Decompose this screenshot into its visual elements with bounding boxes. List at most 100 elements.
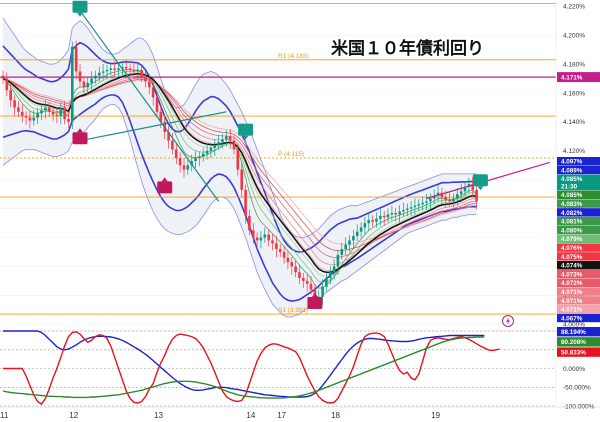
candle-body (44, 107, 47, 111)
candle-body (367, 220, 370, 224)
candle-body (325, 278, 328, 287)
candle-body (275, 243, 278, 250)
value-tag (557, 208, 600, 217)
trend-line (79, 10, 220, 202)
value-tag-label: 4.082% (561, 210, 583, 217)
value-tag-label: 4.074% (561, 263, 583, 270)
candle-body (47, 107, 51, 112)
value-tag (557, 217, 600, 226)
price-tick-label: 4.000% (563, 322, 585, 329)
time-tick-label: 17 (277, 411, 286, 420)
value-tag-label: 4.081% (561, 219, 583, 226)
candle-body (363, 223, 367, 228)
candle-body (448, 200, 451, 202)
candle-body (471, 184, 474, 190)
candle-body (232, 140, 236, 150)
candle-body (286, 257, 290, 263)
pivot-levels: R1 (4.183) P (4.115) S1 (3.981) (0, 2, 556, 315)
candle-body (463, 187, 467, 192)
candle-body (13, 100, 16, 108)
oscillator-value-tag-label: 88.194% (561, 329, 586, 336)
candle-body (267, 234, 270, 241)
candle-body (244, 189, 247, 216)
candle-body (398, 211, 401, 215)
candle-body (355, 231, 359, 236)
candle-body (67, 119, 70, 122)
candle-body (309, 283, 313, 290)
alert-button[interactable] (502, 315, 514, 327)
oscillator-line-green (2, 336, 485, 399)
value-tag (557, 287, 600, 296)
candle-body (379, 215, 382, 219)
value-tag-label: 4.075% (561, 254, 583, 261)
value-tag-label: 4.072% (561, 280, 583, 287)
value-tag (557, 278, 600, 287)
pivot-label-s1: S1 (3.981) (278, 307, 308, 314)
candle-body (182, 165, 186, 170)
candle-body (456, 194, 459, 199)
candle-body (332, 266, 336, 273)
value-tag (557, 269, 600, 279)
price-tick-label: 4.200% (563, 33, 585, 40)
candle-body (20, 111, 24, 117)
oscillator-value-tag-label: 50.833% (561, 349, 586, 356)
value-tag (557, 313, 600, 323)
value-tag-label: 4.071% (561, 298, 583, 305)
candle-body (413, 205, 417, 208)
candle-body (429, 198, 432, 202)
oscillator-line-red (3, 331, 500, 406)
time-tick-label: 14 (246, 411, 255, 420)
candle-body (128, 68, 132, 70)
oscillator-tick-label: 0.000% (563, 366, 585, 373)
candle-body (59, 107, 63, 117)
oscillator-value-tag (557, 337, 600, 347)
oscillator-value-tag-label: 80.208% (561, 339, 586, 346)
candle-body (63, 107, 66, 120)
candle-body (82, 81, 86, 88)
candle-body (305, 280, 309, 284)
candle-body (32, 117, 36, 121)
candle-body (167, 132, 170, 141)
candle-body (124, 67, 128, 69)
value-tag (557, 225, 600, 235)
candle-body (217, 142, 220, 146)
oscillator-value-tag (557, 327, 600, 337)
candle-body (348, 240, 351, 245)
trend-lines (79, 10, 550, 202)
candle-body (140, 69, 143, 78)
candle-body (55, 114, 59, 117)
candle-body (178, 158, 182, 166)
candle-body (151, 87, 155, 98)
value-tag (557, 296, 600, 305)
value-tag (557, 165, 600, 175)
candle-body (159, 111, 163, 122)
trend-line (79, 111, 227, 142)
oscillator-tick-label: -50.000% (563, 385, 591, 392)
candle-body (390, 213, 394, 215)
value-tag (557, 261, 600, 270)
signal-pointer (311, 293, 318, 297)
pivot-label-r1: R1 (4.183) (278, 53, 309, 60)
candle-body (101, 71, 105, 73)
candle-body (459, 191, 463, 195)
signal-marker-bottom (307, 297, 323, 309)
candle-body (201, 153, 205, 157)
candle-body (213, 145, 216, 148)
value-tag-label: 4.085% (561, 192, 583, 199)
value-tag-time: 21:30 (561, 184, 578, 191)
candle-body (375, 218, 378, 222)
candle-body (1, 75, 5, 79)
price-tick-label: 4.160% (563, 90, 585, 97)
candle-body (40, 110, 43, 114)
candle-body (409, 207, 413, 209)
candle-body (251, 230, 255, 238)
candle-body (386, 214, 390, 218)
candle-body (432, 195, 436, 199)
value-tag (557, 157, 600, 166)
oscillator-panel (0, 330, 600, 407)
value-tag-label: 4.071% (561, 307, 583, 314)
candle-body (336, 254, 340, 267)
value-tag (557, 252, 600, 261)
candle-body (294, 266, 297, 273)
candle-body (205, 150, 209, 154)
